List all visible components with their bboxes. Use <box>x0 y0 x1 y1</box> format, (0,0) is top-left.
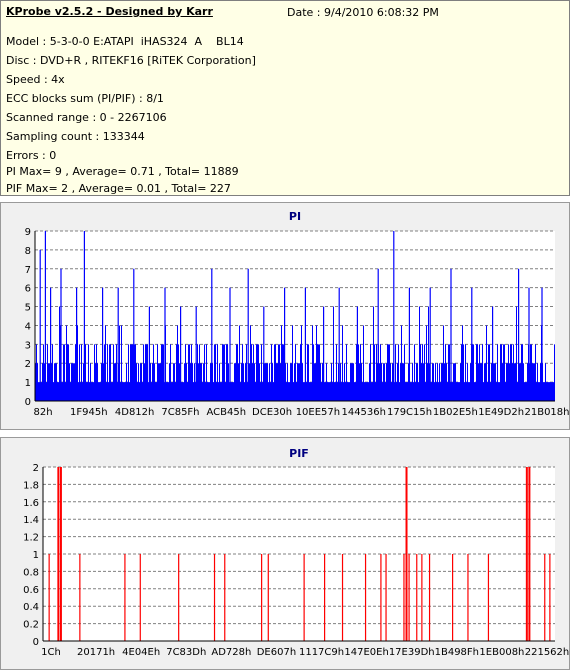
x-tick-label: 1B498Fh <box>435 647 479 658</box>
x-tick-label: DE607h <box>257 647 296 658</box>
x-tick-label: 7C85Fh <box>161 407 199 418</box>
y-tick-label: 1.2 <box>23 533 39 544</box>
y-tick-label: 0.8 <box>23 567 39 578</box>
x-tick-label: 147E0Eh <box>344 647 388 658</box>
chart-title: PI <box>289 210 301 223</box>
pi-chart-panel: PI 0 1 2 3 4 5 6 7 8 9 82h 1F945h 4D812h 7C85Fh ACB45h D… <box>0 202 570 430</box>
y-tick-label: 6 <box>25 284 31 295</box>
y-tick-label: 0.6 <box>23 585 39 596</box>
x-tick-label: 10EE57h <box>296 407 340 418</box>
y-tick-label: 0.2 <box>23 620 39 631</box>
y-tick-label: 3 <box>25 340 31 351</box>
pi-chart: PI 0 1 2 3 4 5 6 7 8 9 82h 1F945h 4D812h 7C85Fh ACB45h D… <box>25 210 570 418</box>
y-tick-label: 0.4 <box>23 602 39 613</box>
y-tick-label: 9 <box>25 227 31 238</box>
x-tick-label: 144536h <box>341 407 386 418</box>
x-tick-label: AD728h <box>211 647 251 658</box>
ecc-line: ECC blocks sum (PI/PIF) : 8/1 <box>6 92 164 105</box>
y-tick-label: 7 <box>25 265 31 276</box>
pi-summary-line: PI Max= 9 , Average= 0.71 , Total= 11889 <box>6 165 239 178</box>
errors-line: Errors : 0 <box>6 149 57 162</box>
y-tick-label: 1 <box>25 378 31 389</box>
scanned-range-line: Scanned range : 0 - 2267106 <box>6 111 167 124</box>
y-tick-label: 1.8 <box>23 480 39 491</box>
info-panel: KProbe v2.5.2 - Designed by Karr Date : … <box>0 0 570 196</box>
x-tick-label: 179C15h <box>387 407 432 418</box>
app-title: KProbe v2.5.2 - Designed by Karr <box>6 5 213 18</box>
scan-date: Date : 9/4/2010 6:08:32 PM <box>287 6 439 19</box>
disc-line: Disc : DVD+R , RITEKF16 [RiTEK Corporati… <box>6 54 256 67</box>
y-tick-label: 2 <box>25 359 31 370</box>
y-tick-label: 4 <box>25 321 31 332</box>
y-tick-label: 1.6 <box>23 498 39 509</box>
pif-chart: PIF 0 0.2 0.4 0.6 0.8 1 1.2 1.4 1.6 1.8 2 1Ch 20171h 4… <box>23 447 569 658</box>
x-tick-label: 221562h <box>525 647 569 658</box>
x-tick-label: 1Ch <box>41 647 61 658</box>
x-tick-label: 1EB008h <box>479 647 524 658</box>
x-tick-label: 1B02E5h <box>433 407 478 418</box>
y-tick-label: 0 <box>25 397 31 408</box>
x-tick-label: 82h <box>33 407 52 418</box>
x-tick-label: ACB45h <box>206 407 246 418</box>
series-bars <box>35 231 555 401</box>
pif-summary-line: PIF Max= 2 , Average= 0.01 , Total= 227 <box>6 182 231 195</box>
x-tick-label: 1117C9h <box>299 647 344 658</box>
x-tick-label: 7C83Dh <box>166 647 206 658</box>
y-tick-label: 0 <box>33 637 39 648</box>
y-tick-label: 5 <box>25 303 31 314</box>
chart-title: PIF <box>289 447 309 460</box>
y-tick-label: 1 <box>33 550 39 561</box>
sampling-count-line: Sampling count : 133344 <box>6 130 145 143</box>
model-line: Model : 5-3-0-0 E:ATAPI iHAS324 A BL14 <box>6 35 244 48</box>
x-tick-label: 4D812h <box>115 407 155 418</box>
x-tick-label: 20171h <box>77 647 115 658</box>
x-tick-label: 21B018h <box>524 407 569 418</box>
y-tick-label: 1.4 <box>23 515 39 526</box>
x-tick-label: DCE30h <box>252 407 292 418</box>
x-tick-label: 1F945h <box>70 407 108 418</box>
x-tick-label: 1E49D2h <box>478 407 524 418</box>
x-tick-label: 17E39Dh <box>389 647 435 658</box>
series-bars <box>48 467 551 641</box>
x-tick-label: 4E04Eh <box>122 647 160 658</box>
pif-chart-panel: PIF 0 0.2 0.4 0.6 0.8 1 1.2 1.4 1.6 1.8 2 1Ch 20171h 4… <box>0 437 570 670</box>
y-tick-label: 2 <box>33 463 39 474</box>
y-tick-label: 8 <box>25 246 31 257</box>
speed-line: Speed : 4x <box>6 73 65 86</box>
